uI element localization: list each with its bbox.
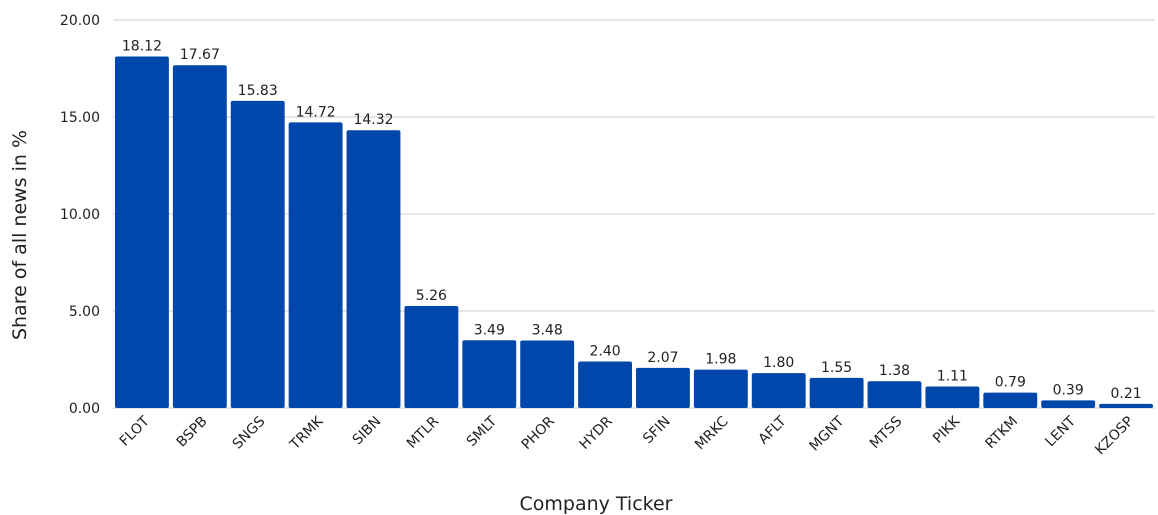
y-tick-label: 0.00 <box>69 401 100 417</box>
x-tick-label: SMLT <box>464 413 501 450</box>
y-axis-ticks: 0.00 5.00 10.00 15.00 20.00 <box>60 13 100 417</box>
data-label: 2.40 <box>589 343 620 359</box>
x-tick-label: PHOR <box>519 413 559 453</box>
data-label: 1.98 <box>705 352 736 368</box>
x-axis-title: Company Ticker <box>519 493 672 515</box>
x-tick-label: MTLR <box>404 413 442 451</box>
x-axis-ticks: FLOT BSPB SNGS TRMK SIBN MTLR SMLT PHOR HYDR SFIN… <box>117 413 1137 458</box>
data-label: 14.32 <box>353 112 393 128</box>
bar-sngs <box>230 100 285 408</box>
data-label: 3.49 <box>474 322 505 338</box>
gridlines <box>113 19 1155 409</box>
bar-rtkm <box>983 392 1038 408</box>
bar-phor <box>520 340 575 408</box>
x-tick-label: PIKK <box>930 413 964 447</box>
bar-bspb <box>172 65 227 409</box>
x-tick-label: HYDR <box>577 413 616 452</box>
data-label: 1.11 <box>937 368 968 384</box>
y-tick-label: 10.00 <box>60 207 100 223</box>
bar-kzosp <box>1099 403 1153 408</box>
x-tick-label: SFIN <box>640 414 674 448</box>
x-tick-label: TRMK <box>286 413 327 454</box>
bar-pikk <box>925 386 980 408</box>
x-tick-label: MGNT <box>806 413 847 454</box>
x-tick-label: MTSS <box>867 413 906 452</box>
data-label: 1.38 <box>879 363 910 379</box>
x-tick-label: SIBN <box>350 414 385 449</box>
bar-aflt <box>751 373 806 408</box>
bar-mrkc <box>693 369 748 408</box>
data-label: 0.79 <box>995 375 1026 391</box>
y-tick-label: 5.00 <box>69 304 100 320</box>
data-label: 15.83 <box>238 83 278 99</box>
bar-mtss <box>867 381 922 408</box>
y-axis-title: Share of all news in % <box>9 130 31 340</box>
bar-sfin <box>636 367 690 408</box>
bars <box>115 56 1153 409</box>
bar-trmk <box>288 122 343 408</box>
data-label: 2.07 <box>647 350 678 366</box>
bar-sibn <box>346 130 401 408</box>
x-tick-label: KZOSP <box>1092 414 1137 459</box>
data-label: 0.21 <box>1110 386 1141 402</box>
data-label: 1.55 <box>821 360 852 376</box>
x-tick-label: MRKC <box>692 413 732 453</box>
x-tick-label: LENT <box>1042 413 1079 450</box>
x-tick-label: FLOT <box>117 413 153 449</box>
x-tick-label: BSPB <box>174 414 211 451</box>
bar-hydr <box>578 361 632 408</box>
bar-flot <box>115 56 169 409</box>
x-tick-label: AFLT <box>756 413 790 447</box>
data-label: 17.67 <box>180 47 220 63</box>
data-label: 5.26 <box>416 288 447 304</box>
bar-lent <box>1041 400 1096 408</box>
x-tick-label: SNGS <box>230 413 269 452</box>
bar-smlt <box>462 340 517 408</box>
data-label: 14.72 <box>296 104 336 120</box>
data-label: 1.80 <box>763 355 794 371</box>
data-labels: 18.12 17.67 15.83 14.72 14.32 5.26 3.49 3.48 2.4… <box>122 38 1142 401</box>
y-tick-label: 20.00 <box>60 13 100 29</box>
data-label: 0.39 <box>1053 382 1084 398</box>
bar-mgnt <box>809 377 864 408</box>
data-label: 3.48 <box>532 322 563 338</box>
bar-mtlr <box>404 305 459 408</box>
data-label: 18.12 <box>122 38 162 54</box>
x-tick-label: RTKM <box>983 414 1022 453</box>
y-tick-label: 15.00 <box>60 110 100 126</box>
